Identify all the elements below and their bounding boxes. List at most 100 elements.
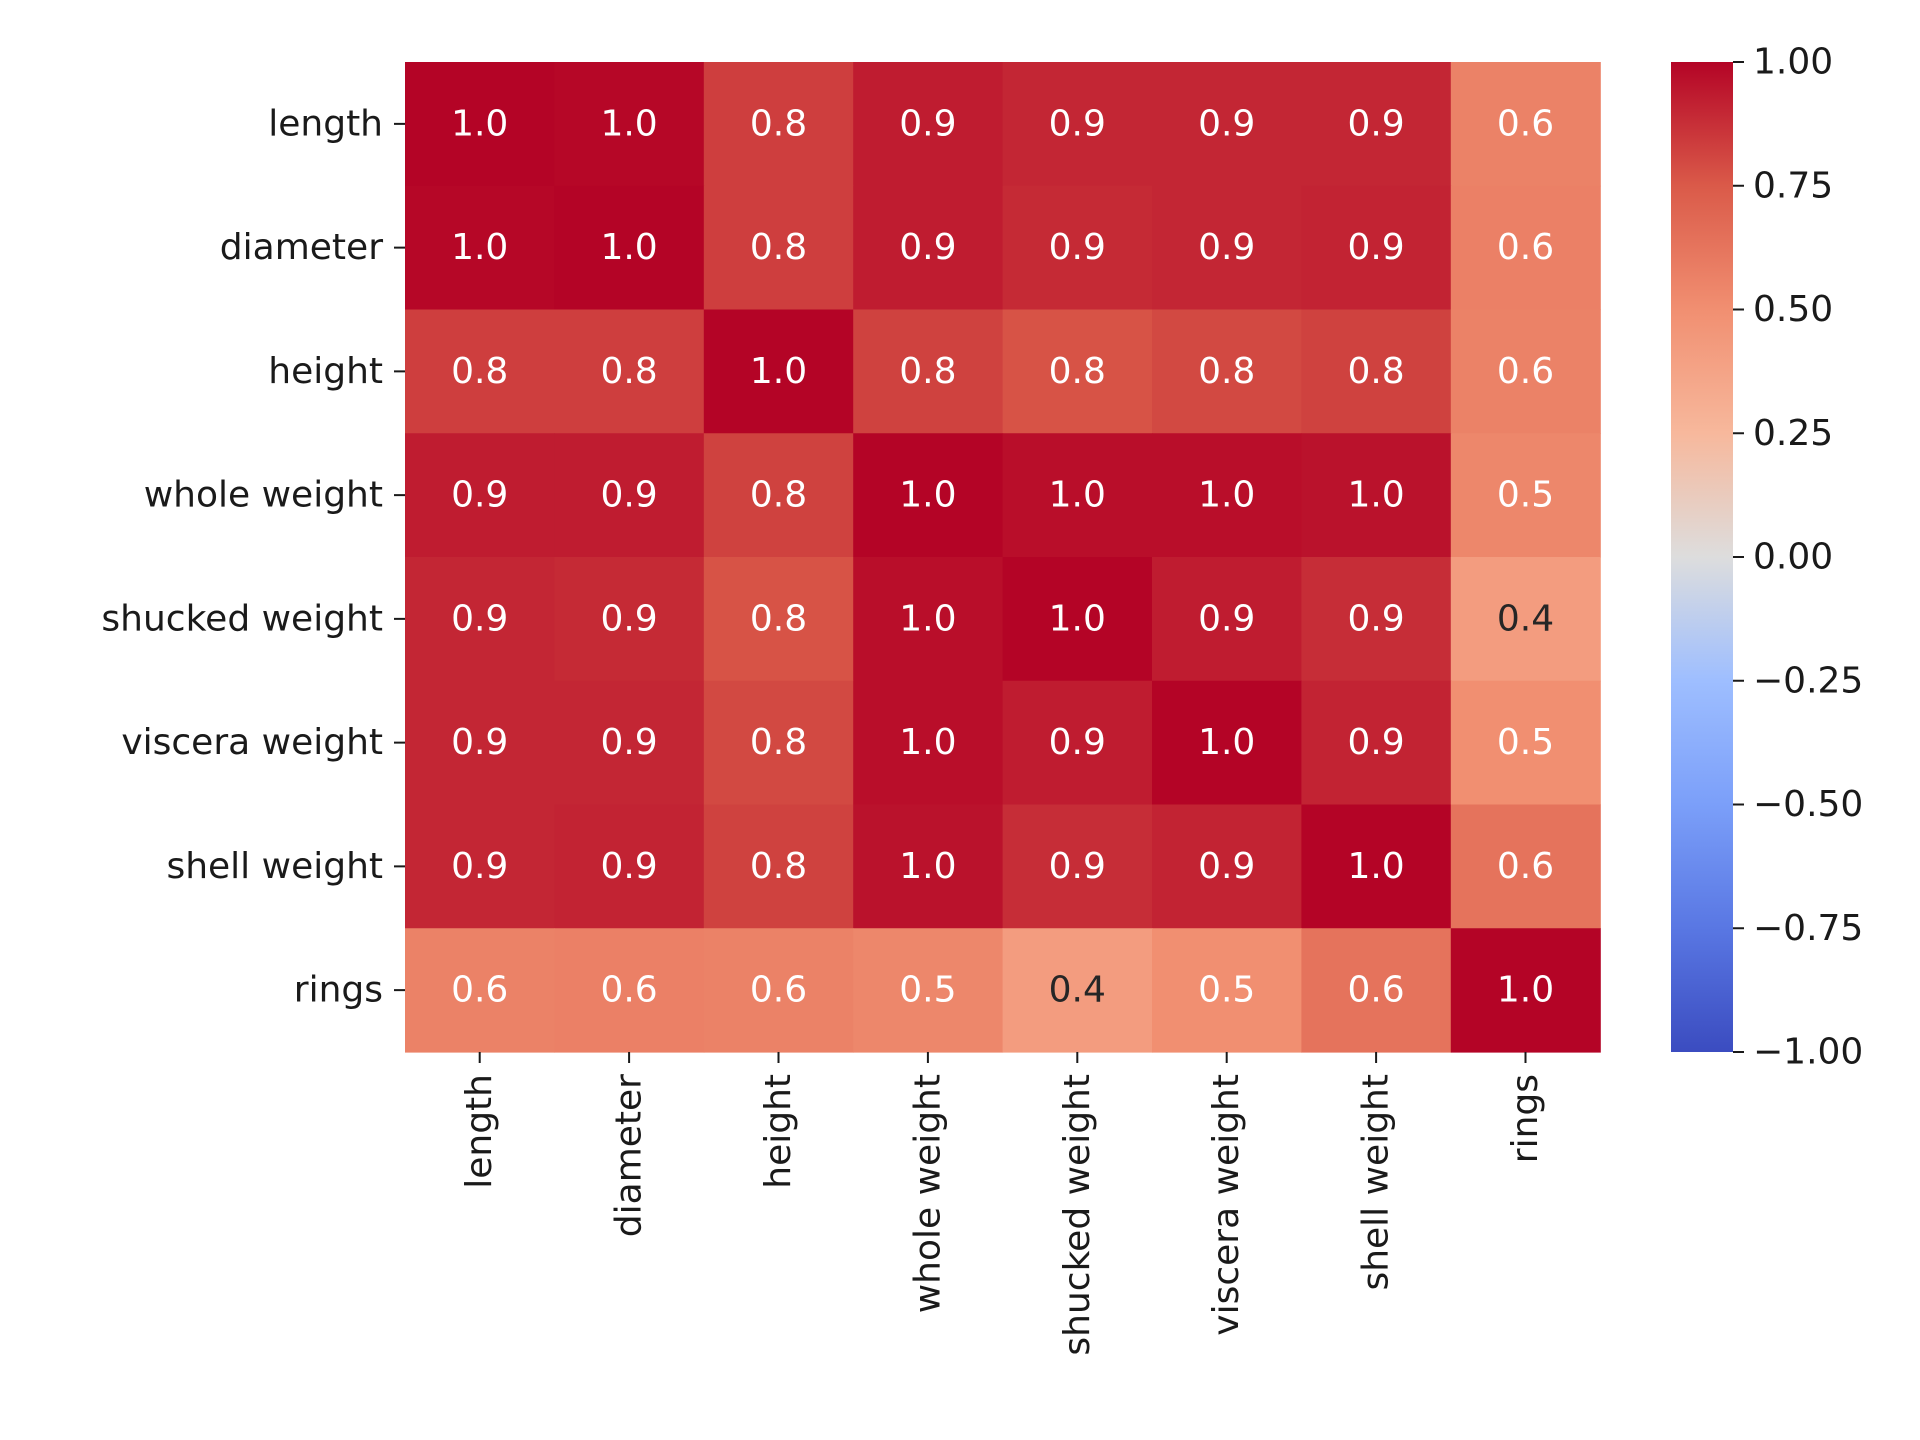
heatmap-cell [1002,309,1153,434]
x-axis: length diameter height whole weight shucked … [459,1052,1546,1356]
cell-annotation: 0.9 [600,722,657,763]
x-tick-label: shucked weight [1057,1074,1098,1356]
heatmap-cell [853,928,1004,1053]
heatmap-cell [1002,185,1153,311]
heatmap-cell [853,309,1004,434]
colorbar-tick-label: −0.75 [1753,908,1863,949]
colorbar-gradient [1671,62,1733,1052]
heatmap-cell [554,185,705,311]
x-tick-label: length [459,1074,500,1189]
cell-annotation: 0.9 [899,103,956,144]
cell-annotation: 1.0 [451,103,508,144]
cell-annotation: 0.6 [750,970,807,1011]
heatmap-cell [853,185,1004,311]
cell-annotation: 1.0 [750,351,807,392]
cell-annotation: 0.8 [899,351,956,392]
cell-annotation: 0.4 [1049,970,1106,1011]
heatmap-cell [1152,185,1302,311]
heatmap-cell [853,680,1004,806]
colorbar-tick-label: −1.00 [1753,1032,1863,1073]
heatmap-cell [1450,557,1601,682]
heatmap-cell [1002,62,1153,187]
cell-annotation: 0.6 [1497,351,1554,392]
heatmap-cell [1450,680,1601,806]
cell-annotation: 0.8 [750,722,807,763]
y-tick-label: diameter [220,227,383,268]
colorbar-tick-label: 0.50 [1753,289,1833,330]
heatmap-cell [703,62,854,187]
cell-annotation: 0.8 [1347,351,1404,392]
colorbar-ticks: 1.00 0.75 0.50 0.25 0.00 −0.25 −0.50 −0.75 −1.00 [1733,42,1863,1073]
y-tick-label: whole weight [144,475,383,516]
cell-annotation: 0.9 [1049,722,1106,763]
heatmap-cell [703,185,854,311]
x-tick-label: diameter [609,1074,650,1237]
heatmap-cell [554,804,705,929]
heatmap-cell [554,680,705,806]
heatmap-cell [1450,433,1601,558]
heatmap-cell [554,433,705,558]
heatmap-cell [554,928,705,1053]
heatmap-cell [405,928,555,1053]
cell-annotation: 0.9 [1198,846,1255,887]
heatmap-cell [1002,680,1153,806]
heatmap-cell [554,309,705,434]
heatmap-cell [703,433,854,558]
cell-annotation: 0.8 [750,227,807,268]
y-tick-label: length [268,103,383,144]
heatmap-cell [405,185,555,311]
heatmap-cell [1301,62,1452,187]
heatmap-cell [554,557,705,682]
heatmap-cell [1450,928,1601,1053]
heatmap-cell [853,804,1004,929]
heatmap-cell [1301,557,1452,682]
heatmap-cell [1450,804,1601,929]
colorbar-tick-label: 0.25 [1753,413,1833,454]
cell-annotation: 1.0 [899,598,956,639]
cell-annotation: 0.5 [1497,722,1554,763]
cell-annotation: 0.9 [1049,846,1106,887]
heatmap-cell [1152,804,1302,929]
heatmap-cell [703,680,854,806]
cell-annotation: 1.0 [899,722,956,763]
heatmap-cell [853,557,1004,682]
cell-annotation: 0.5 [1198,970,1255,1011]
cell-annotation: 0.9 [1347,103,1404,144]
heatmap-cell [1002,557,1153,682]
cell-annotation: 1.0 [600,227,657,268]
heatmap-cell [1301,680,1452,806]
heatmap-cell [703,928,854,1053]
y-tick-label: shell weight [166,846,383,887]
heatmap-cell [1152,62,1302,187]
x-tick-label: rings [1505,1074,1546,1163]
cell-annotation: 0.9 [1198,598,1255,639]
cell-annotation: 0.9 [1049,103,1106,144]
cell-annotation: 0.4 [1497,598,1554,639]
heatmap-cell [405,804,555,929]
heatmap-cell [1450,309,1601,434]
colorbar: 1.00 0.75 0.50 0.25 0.00 −0.25 −0.50 −0.75 −1.00 [1671,42,1863,1073]
heatmap-cell [1152,928,1302,1053]
cell-annotation: 1.0 [1049,475,1106,516]
cell-annotation: 1.0 [1198,722,1255,763]
heatmap-cell [853,62,1004,187]
heatmap-cell [405,433,555,558]
cell-annotation: 0.9 [1198,103,1255,144]
x-tick-label: height [758,1074,799,1189]
heatmap-cell [1002,433,1153,558]
heatmap-cell [1152,433,1302,558]
cell-annotation: 1.0 [1347,475,1404,516]
cell-annotation: 1.0 [1347,846,1404,887]
cell-annotation: 0.9 [451,598,508,639]
cell-annotation: 0.6 [1497,103,1554,144]
heatmap-cell [1002,928,1153,1053]
cell-annotation: 0.9 [451,846,508,887]
heatmap-cell [1152,680,1302,806]
colorbar-tick-label: −0.25 [1753,660,1863,701]
colorbar-tick-label: 0.75 [1753,165,1833,206]
cell-annotation: 0.6 [451,970,508,1011]
heatmap-cell [405,309,555,434]
cell-annotation: 0.9 [1347,722,1404,763]
cell-annotation: 0.8 [451,351,508,392]
cell-annotation: 0.8 [750,103,807,144]
